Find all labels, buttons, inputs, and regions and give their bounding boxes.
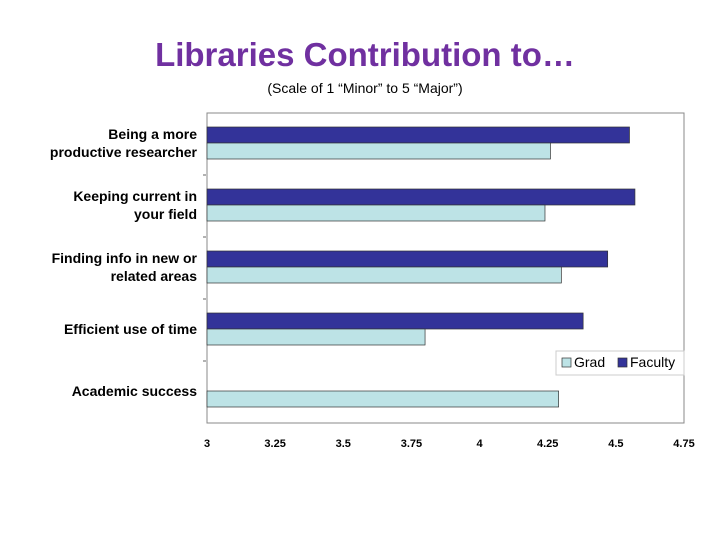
x-tick-label: 3.25: [264, 438, 285, 450]
faculty-bar: [206, 312, 584, 330]
chart-title: Libraries Contribution to…: [155, 36, 575, 73]
x-tick-label: 4.75: [673, 438, 694, 450]
faculty-bar: [206, 126, 630, 144]
category-label: Academic success: [72, 383, 198, 399]
category-label: Finding info in new or: [52, 250, 198, 266]
faculty-bar: [206, 188, 636, 206]
legend-label: Grad: [574, 354, 605, 370]
grad-bar: [206, 204, 546, 222]
grad-bar: [206, 328, 426, 346]
legend-label: Faculty: [630, 354, 675, 370]
x-tick-label: 3: [204, 438, 210, 450]
grad-bar: [206, 142, 551, 160]
x-tick-label: 3.5: [336, 438, 351, 450]
category-label: Being a more: [108, 126, 197, 142]
grad-bar: [206, 390, 559, 408]
category-label: productive researcher: [50, 144, 198, 160]
grad-bar: [206, 266, 562, 284]
legend-swatch: [617, 357, 628, 368]
legend-swatch: [561, 357, 572, 368]
category-label: Keeping current in: [73, 188, 197, 204]
x-tick-label: 4: [477, 438, 484, 450]
x-tick-label: 3.75: [401, 438, 422, 450]
faculty-bar: [206, 250, 609, 268]
category-label: Efficient use of time: [64, 321, 197, 337]
category-label: related areas: [111, 268, 198, 284]
category-label: your field: [134, 206, 197, 222]
x-tick-label: 4.5: [608, 438, 623, 450]
x-tick-label: 4.25: [537, 438, 558, 450]
chart-subtitle: (Scale of 1 “Minor” to 5 “Major”): [267, 80, 463, 96]
